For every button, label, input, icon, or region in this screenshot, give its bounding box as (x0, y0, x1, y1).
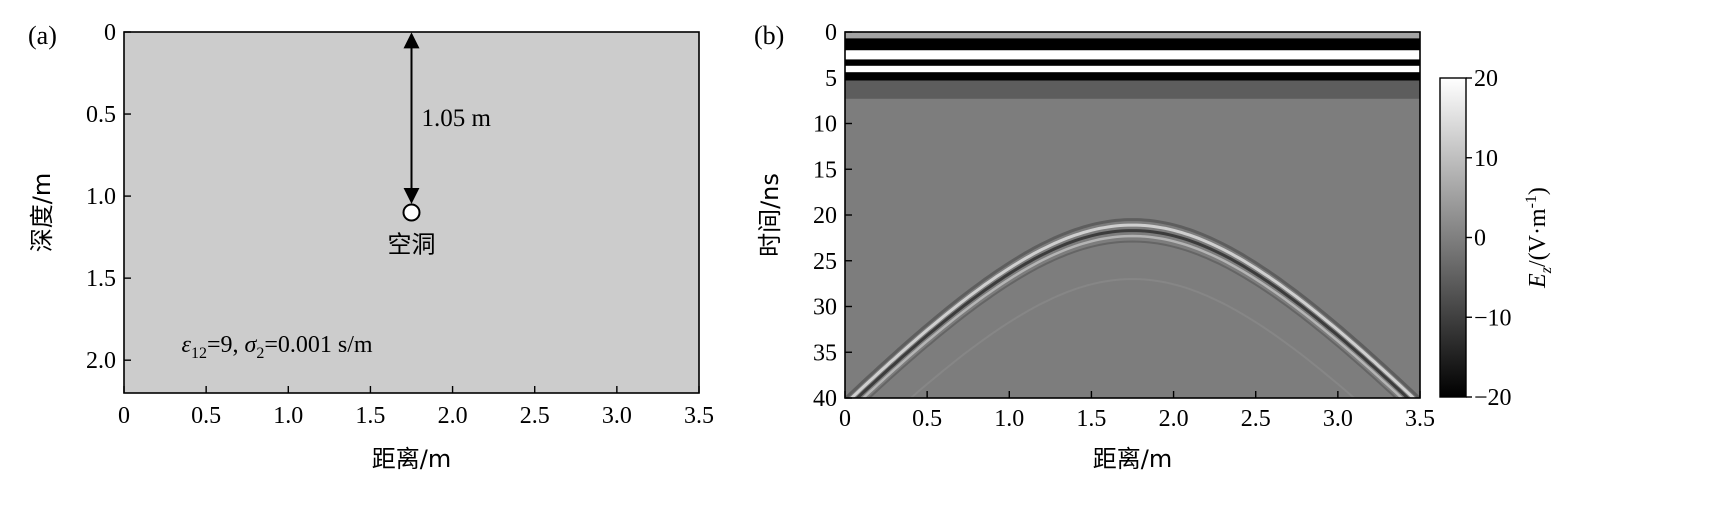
y-tick-label: 0.5 (86, 102, 116, 128)
panel-b-y-ticks: 0 5 10 15 20 25 30 35 40 (813, 20, 852, 412)
direct-wave-bands (845, 32, 1420, 99)
x-tick-label: 3.5 (1405, 406, 1435, 432)
colorbar-label-main: E (1525, 273, 1551, 289)
colorbar-label: Ez/(V·m-1) (1523, 187, 1555, 289)
y-tick-label: 1.0 (86, 184, 116, 210)
hyperbola-wavelet (855, 229, 1410, 398)
x-tick-label: 3.0 (602, 403, 632, 429)
panel-b-x-axis-label: 距离/m (1093, 445, 1172, 473)
hyperbola-wavelet (845, 218, 1420, 398)
colorbar-label-close: ) (1525, 187, 1551, 195)
colorbar-tick-label: 10 (1474, 146, 1498, 172)
colorbar-tick-label: −10 (1474, 305, 1512, 331)
sigma-symbol: σ (245, 332, 258, 358)
x-tick-label: 3.5 (684, 403, 714, 429)
epsilon-value: =9, (207, 332, 245, 358)
x-tick-label: 3.0 (1323, 406, 1353, 432)
x-tick-label: 0.5 (191, 403, 221, 429)
panel-a-x-axis-label: 距离/m (372, 445, 451, 473)
colorbar-label-sub: z (1538, 266, 1555, 274)
colorbar (1439, 77, 1467, 398)
panel-a-frame (123, 31, 700, 394)
epsilon-symbol: ε (182, 332, 192, 358)
y-tick-label: 10 (813, 112, 837, 138)
direct-wave-band (845, 72, 1420, 81)
colorbar-ticks: 20 10 0 −10 −20 (1466, 66, 1512, 411)
panel-b-label: (b) (754, 21, 784, 50)
direct-wave-band (845, 38, 1420, 51)
direct-wave-band (845, 80, 1420, 99)
y-tick-label: 20 (813, 203, 837, 229)
y-tick-label: 15 (813, 157, 837, 183)
panel-a-y-ticks: 0 0.5 1.0 1.5 2.0 (86, 20, 131, 374)
y-tick-label: 1.5 (86, 266, 116, 292)
panel-a-x-ticks: 0 0.5 1.0 1.5 2.0 2.5 3.0 3.5 (118, 386, 714, 429)
medium-parameters: ε12=9, σ2=0.001 s/m (182, 332, 373, 362)
colorbar-label-sup: -1 (1523, 195, 1540, 208)
y-tick-label: 5 (825, 66, 837, 92)
x-tick-label: 0 (839, 406, 851, 432)
x-tick-label: 0 (118, 403, 130, 429)
panel-a-y-axis-label: 深度/m (28, 173, 56, 252)
colorbar-tick-label: 0 (1474, 226, 1486, 252)
hyperbola-wavelet (849, 223, 1416, 398)
direct-wave-band (845, 50, 1420, 60)
cavity-marker (402, 203, 421, 222)
panel-b: (b) 0 0.5 1.0 1.5 2.0 2.5 3.0 3.5 0 5 10 15 20 25 30 3… (754, 20, 1555, 473)
x-tick-label: 0.5 (912, 406, 942, 432)
y-tick-label: 2.0 (86, 348, 116, 374)
sigma-subscript: 2 (256, 345, 264, 362)
x-tick-label: 1.5 (355, 403, 385, 429)
panel-b-x-ticks: 0 0.5 1.0 1.5 2.0 2.5 3.0 3.5 (839, 391, 1435, 432)
y-tick-label: 0 (104, 20, 116, 46)
x-tick-label: 1.0 (994, 406, 1024, 432)
hyperbola-wavelet (909, 278, 1356, 398)
sigma-value: =0.001 s/m (264, 332, 373, 358)
y-tick-label: 25 (813, 249, 837, 275)
x-tick-label: 1.0 (273, 403, 303, 429)
x-tick-label: 1.5 (1076, 406, 1106, 432)
x-tick-label: 2.0 (438, 403, 468, 429)
diffraction-hyperbola (845, 218, 1420, 398)
panel-b-y-axis-label: 时间/ns (756, 173, 784, 257)
hyperbola-wavelet (861, 234, 1404, 398)
colorbar-tick-label: −20 (1474, 385, 1512, 411)
direct-wave-band (845, 32, 1420, 39)
depth-arrow-label: 1.05 m (422, 105, 492, 132)
colorbar-label-rest: /(V·m (1525, 208, 1551, 267)
y-tick-label: 40 (813, 386, 837, 412)
y-tick-label: 35 (813, 340, 837, 366)
y-tick-label: 30 (813, 295, 837, 321)
panel-a: (a) 0 0.5 1.0 1.5 2.0 2.5 3.0 3.5 0 0.5 1.0 1.5 2.0… (28, 20, 714, 473)
epsilon-subscript: 12 (191, 345, 207, 362)
hyperbola-wavelet (867, 240, 1398, 398)
direct-wave-band (845, 65, 1420, 73)
x-tick-label: 2.5 (520, 403, 550, 429)
x-tick-label: 2.5 (1241, 406, 1271, 432)
x-tick-label: 2.0 (1159, 406, 1189, 432)
colorbar-tick-label: 20 (1474, 66, 1498, 92)
cavity-label: 空洞 (388, 231, 436, 259)
panel-a-label: (a) (28, 21, 57, 50)
y-tick-label: 0 (825, 20, 837, 46)
direct-wave-band (845, 59, 1420, 66)
